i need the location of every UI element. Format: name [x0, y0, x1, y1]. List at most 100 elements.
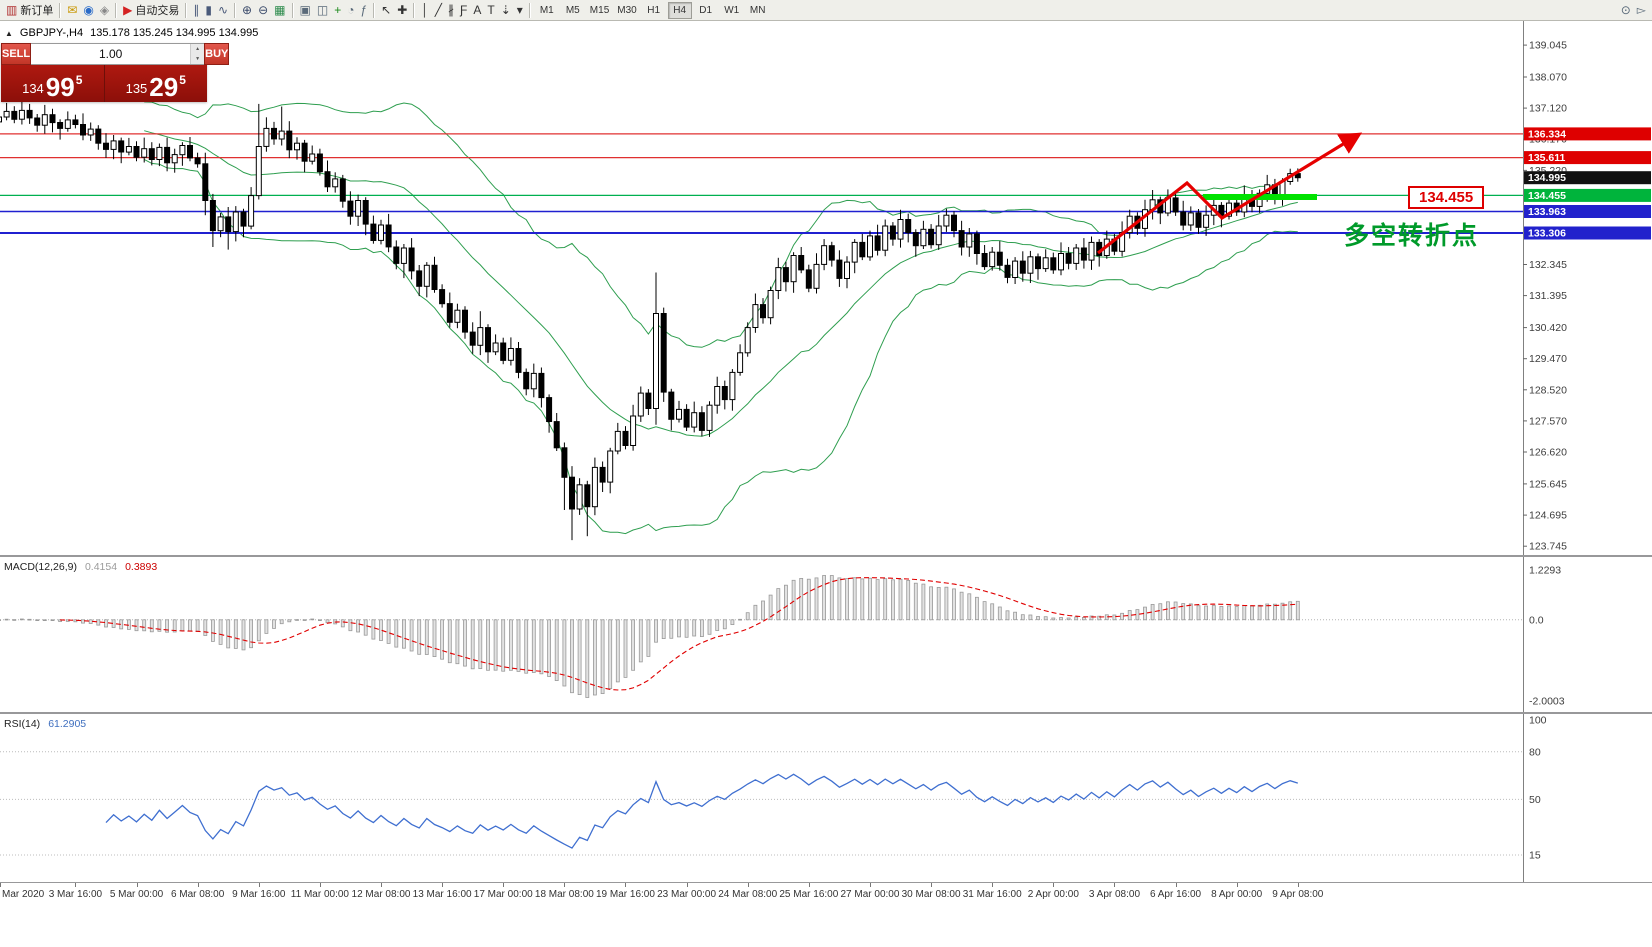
toolbar-separator — [413, 2, 416, 18]
rsi-chart[interactable]: 100 80 50 15 — [0, 714, 1652, 882]
trendline-button[interactable]: ╱ — [432, 1, 445, 19]
time-axis-label: 9 Mar 16:00 — [232, 889, 286, 900]
time-axis-tick — [747, 883, 749, 887]
toolbar-separator — [528, 2, 531, 18]
timeframe-m15-button[interactable]: M15 — [587, 2, 612, 19]
cascade-windows-button[interactable]: ▣ — [297, 1, 314, 19]
svg-text:131.395: 131.395 — [1529, 290, 1567, 302]
timeframe-m30-button[interactable]: M30 — [614, 2, 639, 19]
zoom-in-icon: ⊕ — [242, 3, 253, 17]
chat-icon-button[interactable]: ✉ — [64, 1, 80, 19]
collapse-arrow-icon[interactable]: ▲ — [5, 28, 13, 38]
timeframe-d1-button[interactable]: D1 — [694, 2, 718, 19]
cursor-mode-icon-button[interactable]: ▻ — [1634, 1, 1649, 19]
vertical-line-button[interactable]: │ — [418, 1, 432, 19]
grid-button[interactable]: ▦ — [271, 1, 288, 19]
macd-label: MACD(12,26,9) 0.4154 0.3893 — [4, 561, 157, 573]
svg-text:123.745: 123.745 — [1529, 541, 1567, 553]
autotrading-button-label: 自动交易 — [135, 5, 180, 17]
text-button[interactable]: A — [470, 1, 484, 19]
trend-arrow[interactable] — [1097, 132, 1363, 255]
fibonacci-icon: Ƒ — [460, 3, 468, 17]
new-order-button[interactable]: ▥ 新订单 — [3, 1, 56, 19]
news-icon-button[interactable]: ◈ — [97, 1, 112, 19]
macd-signal-value: 0.3893 — [125, 561, 158, 573]
cursor-button[interactable]: ↖ — [378, 1, 394, 19]
channel-button[interactable]: ∦ — [445, 1, 457, 19]
volume-up-button[interactable]: ▲ — [191, 44, 205, 54]
timeframe-h4-button[interactable]: H4 — [667, 1, 692, 19]
chart-background[interactable] — [0, 21, 1652, 555]
main-chart-panel[interactable]: 139.045138.070137.120136.170135.220132.3… — [0, 21, 1652, 555]
price-axis[interactable]: 139.045138.070137.120136.170135.220132.3… — [1523, 21, 1651, 555]
rsi-name: RSI(14) — [4, 718, 41, 730]
macd-name: MACD(12,26,9) — [4, 561, 77, 573]
time-axis-label: 9 Apr 08:00 — [1272, 889, 1324, 900]
time-axis[interactable]: Mar 2020 3 Mar 16:00 5 Mar 00:00 6 Mar 08:0… — [0, 882, 1652, 907]
buy-price-big-figure: 135 — [125, 81, 148, 96]
macd-panel[interactable]: 1.2293 0.0 -2.0003 MACD(12,26,9) 0.4154 0.… — [0, 555, 1652, 712]
buy-button[interactable]: BUY — [204, 43, 230, 65]
community-icon-button[interactable]: ◉ — [80, 1, 96, 19]
time-axis-tick — [1175, 883, 1177, 887]
sell-price-point: 5 — [75, 73, 83, 87]
svg-text:130.420: 130.420 — [1529, 322, 1567, 334]
time-axis-label: 3 Apr 08:00 — [1088, 889, 1141, 900]
buy-price-pips: 29 — [149, 71, 179, 102]
line-chart-button[interactable]: ∿ — [215, 1, 231, 19]
svg-text:126.620: 126.620 — [1529, 447, 1567, 459]
candlestick-chart-button[interactable]: ▮ — [202, 1, 215, 19]
rsi-panel[interactable]: 100 80 50 15 RSI(14) 61.2905 — [0, 712, 1652, 882]
macd-signal-line — [60, 577, 1298, 691]
timeframe-h1-button[interactable]: H1 — [642, 2, 666, 19]
price-divider — [103, 65, 105, 102]
bar-chart-button[interactable]: ∥ — [190, 1, 202, 19]
volume-spinner: ▲ ▼ — [190, 44, 205, 64]
time-axis-label: 6 Apr 16:00 — [1149, 889, 1202, 900]
volume-down-button[interactable]: ▼ — [191, 54, 205, 64]
timeframe-w1-button[interactable]: W1 — [720, 2, 744, 19]
time-axis-tick — [258, 883, 260, 887]
macd-histogram — [0, 575, 1300, 698]
chart-title: ▲ GBPJPY-,H4 135.178 135.245 134.995 134… — [5, 27, 258, 39]
timeframe-m5-button[interactable]: M5 — [561, 2, 585, 19]
profiles-button[interactable]: ◔ — [344, 1, 357, 19]
text-label-button[interactable]: T — [484, 1, 497, 19]
time-axis-label: 18 Mar 08:00 — [534, 889, 594, 900]
fibonacci-button[interactable]: Ƒ — [457, 1, 470, 19]
macd-value: 0.4154 — [84, 561, 118, 573]
timeframe-m1-button[interactable]: M1 — [535, 2, 559, 19]
vertical-line-icon: │ — [421, 3, 429, 17]
crosshair-button[interactable]: ✚ — [394, 1, 410, 19]
news-icon-icon: ◈ — [99, 3, 110, 17]
indicators-button[interactable]: ƒ — [357, 1, 370, 19]
sell-price[interactable]: 134 99 5 — [1, 65, 104, 102]
candlestick-chart[interactable]: 139.045138.070137.120136.170135.220132.3… — [0, 21, 1652, 555]
time-axis-label: Mar 2020 — [2, 889, 45, 900]
rsi-axis[interactable]: 100 80 50 15 — [1523, 714, 1547, 882]
time-axis-label: 3 Mar 16:00 — [48, 889, 103, 900]
arrows-button[interactable]: ⇣ — [498, 1, 514, 19]
time-axis-tick — [931, 883, 933, 887]
toolbar-right-group: ⊙ ▻ — [1618, 1, 1649, 19]
macd-axis[interactable]: 1.2293 0.0 -2.0003 — [1523, 557, 1565, 712]
time-axis-label: 23 Mar 00:00 — [657, 889, 717, 900]
volume-input[interactable] — [31, 44, 191, 64]
zoom-out-button[interactable]: ⊖ — [255, 1, 271, 19]
toolbar: ▥ 新订单 ✉ ◉ ◈ ▶ 自动交易 ∥ ▮ ∿ ⊕ ⊖ ▦ ▣ ◫ + ◔ ƒ ↖ ✚ │ ╱ ∦ Ƒ A T ⇣ ▾ M1 M5 M15… — [0, 0, 1652, 21]
autotrading-button[interactable]: ▶ 自动交易 — [120, 1, 182, 19]
timeframe-mn-button[interactable]: MN — [746, 2, 770, 19]
time-axis-tick — [136, 883, 138, 887]
search-icon-button[interactable]: ⊙ — [1618, 1, 1634, 19]
zoom-in-button[interactable]: ⊕ — [239, 1, 255, 19]
text-icon: A — [473, 3, 482, 17]
tile-windows-button[interactable]: ◫ — [314, 1, 331, 19]
time-axis-label: 19 Mar 16:00 — [596, 889, 655, 900]
objects-dropdown-button[interactable]: ▾ — [514, 1, 526, 19]
svg-text:128.520: 128.520 — [1529, 384, 1567, 396]
buy-price[interactable]: 135 29 5 — [105, 65, 208, 102]
rsi-label: RSI(14) 61.2905 — [4, 718, 86, 730]
sell-button[interactable]: SELL — [1, 43, 32, 65]
new-chart-button[interactable]: + — [331, 1, 344, 19]
macd-chart[interactable]: 1.2293 0.0 -2.0003 — [0, 557, 1652, 712]
